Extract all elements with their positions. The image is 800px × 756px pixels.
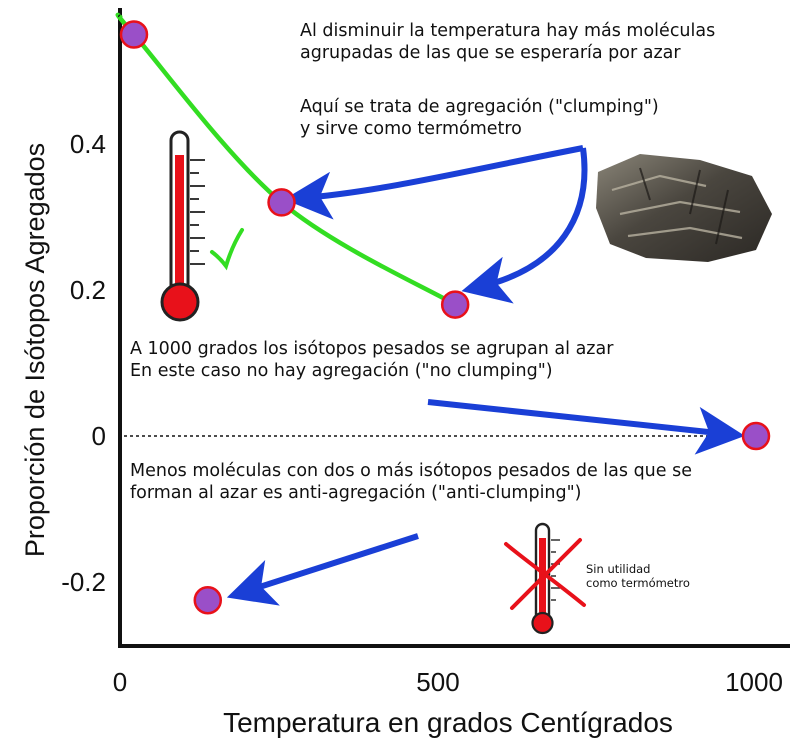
annotation-line: y sirve como termómetro (300, 119, 522, 140)
arrow-to-negative-point (226, 533, 419, 606)
annotation-cold-clumping: Al disminuir la temperatura hay más molé… (300, 20, 715, 65)
data-point (193, 586, 223, 615)
arrow-to-mid-point (284, 145, 584, 220)
annotation-clumping-thermometer: Aquí se trata de agregación ("clumping")… (300, 96, 659, 141)
x-tick-label: 500 (416, 667, 459, 697)
data-point (440, 290, 470, 319)
x-axis-title: Temperatura en grados Centígrados (223, 707, 673, 738)
x-tick-labels: 0 500 1000 (113, 667, 783, 697)
red-x-icon (504, 538, 586, 610)
x-tick-label: 0 (113, 667, 127, 697)
annotation-random-1000: A 1000 grados los isótopos pesados se ag… (130, 338, 613, 383)
annotation-line: agrupadas de las que se esperaría por az… (300, 43, 681, 64)
y-tick-label: -0.2 (61, 567, 106, 597)
annotation-line: Aquí se trata de agregación ("clumping") (300, 97, 659, 117)
annotation-line: Menos moléculas con dos o más isótopos p… (130, 461, 692, 481)
bad-thermometer-icon (531, 522, 560, 635)
annotation-line: Sin utilidad (586, 562, 651, 576)
checkmark-icon (210, 228, 244, 271)
annotation-line: Al disminuir la temperatura hay más molé… (300, 21, 716, 41)
y-tick-label: 0.2 (70, 275, 106, 305)
fit-curve (115, 12, 457, 307)
y-axis-title: Proporción de Isótopos Agregados (20, 143, 50, 557)
annotation-line: A 1000 grados los isótopos pesados se ag… (130, 339, 614, 359)
rock-sample-image (596, 154, 772, 262)
annotation-line: forman al azar es anti-agregación ("anti… (130, 483, 582, 504)
annotation-line: como termómetro (586, 576, 690, 591)
y-tick-label: 0.4 (70, 129, 106, 159)
y-tick-labels: 0.4 0.2 0 -0.2 (61, 129, 106, 597)
data-points (119, 20, 771, 615)
data-point (119, 20, 149, 49)
arrow-to-low-point (461, 147, 588, 304)
annotation-line: En este caso no hay agregación ("no clum… (130, 361, 553, 382)
data-point (741, 421, 771, 451)
y-tick-label: 0 (92, 421, 106, 451)
annotation-anti-clumping: Menos moléculas con dos o más isótopos p… (130, 460, 692, 505)
annotation-no-thermometer: Sin utilidad como termómetro (586, 562, 690, 591)
arrow-to-1000-point (427, 399, 745, 455)
good-thermometer-icon (160, 130, 205, 322)
x-tick-label: 1000 (725, 667, 783, 697)
data-point (267, 188, 296, 217)
